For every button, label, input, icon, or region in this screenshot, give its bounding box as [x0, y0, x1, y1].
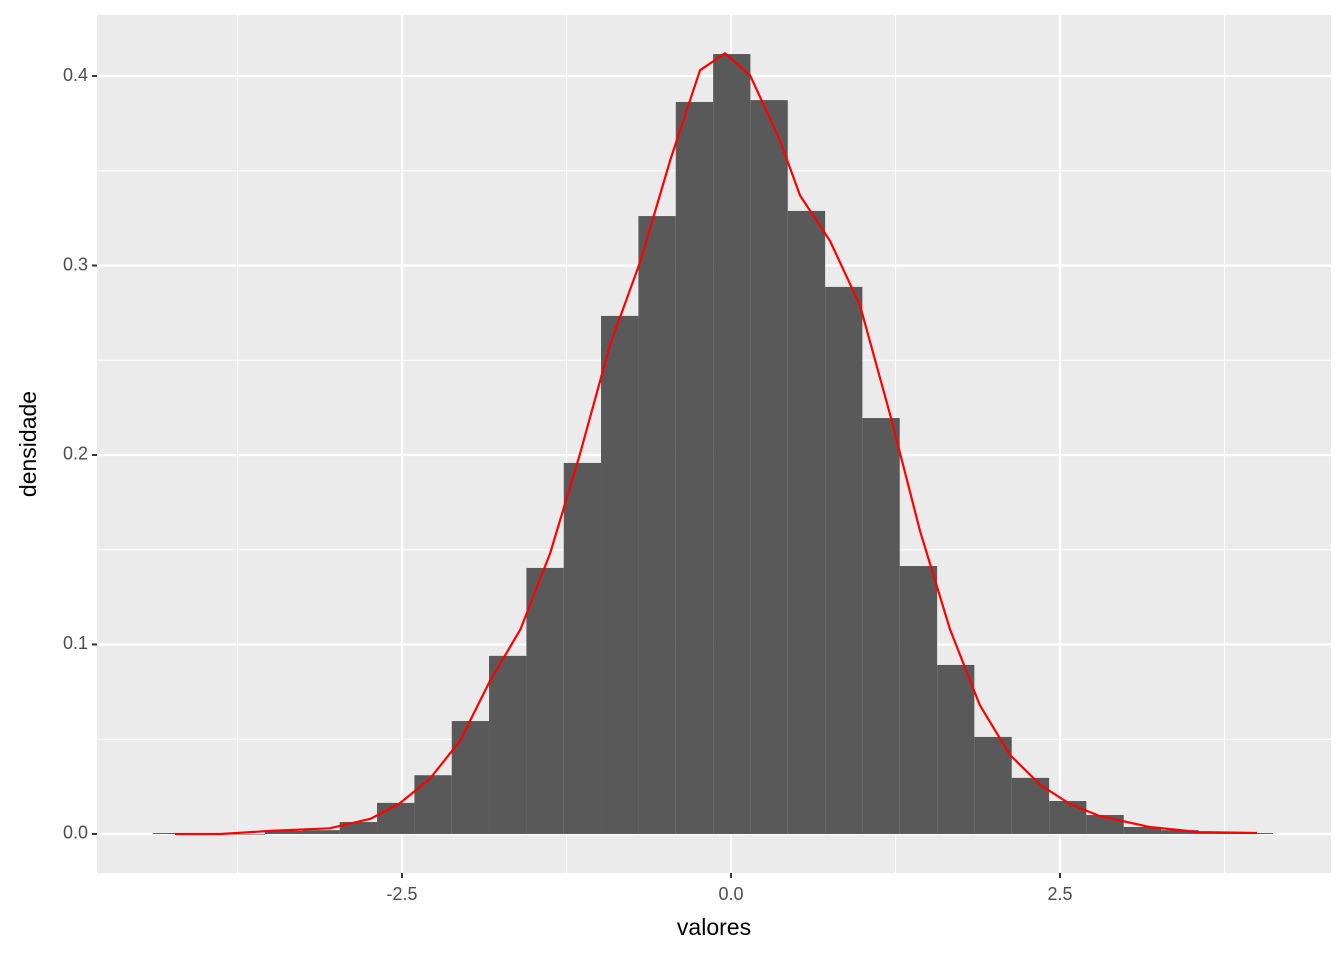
axes: 0.0 0.1 0.2 0.3 0.4 -2.5 0.0 2.5 — [63, 65, 1073, 904]
bar — [750, 100, 788, 834]
bar — [227, 833, 266, 835]
bar — [302, 830, 340, 834]
bar — [265, 830, 303, 834]
bar — [1049, 800, 1087, 834]
x-tick-label: 0.0 — [719, 884, 744, 904]
bar — [899, 566, 938, 834]
bar — [414, 775, 452, 834]
bar — [713, 54, 751, 834]
bar — [377, 802, 415, 834]
y-tick-label: 0.2 — [63, 444, 88, 464]
bar — [638, 216, 676, 834]
bar — [862, 418, 900, 834]
bar — [601, 315, 639, 834]
y-axis-title: densidade — [15, 391, 41, 497]
x-axis-title: valores — [677, 914, 751, 940]
y-tick-label: 0.0 — [63, 823, 88, 843]
y-tick-label: 0.4 — [63, 65, 88, 85]
bar — [563, 462, 602, 834]
y-tick-label: 0.3 — [63, 254, 88, 274]
bar — [339, 822, 378, 834]
bar — [937, 664, 975, 834]
bar — [489, 655, 527, 834]
bar — [153, 833, 191, 834]
bar — [451, 721, 490, 834]
bar — [1123, 826, 1162, 834]
y-tick-label: 0.1 — [63, 633, 88, 653]
x-tick-label: 2.5 — [1048, 884, 1073, 904]
x-tick-label: -2.5 — [387, 884, 418, 904]
bar — [974, 736, 1012, 834]
bar — [825, 286, 863, 834]
bar — [675, 101, 714, 834]
bar — [526, 567, 564, 834]
bar — [1161, 830, 1199, 834]
bar — [787, 210, 826, 834]
marks — [153, 52, 1274, 836]
density-line — [175, 52, 1258, 836]
